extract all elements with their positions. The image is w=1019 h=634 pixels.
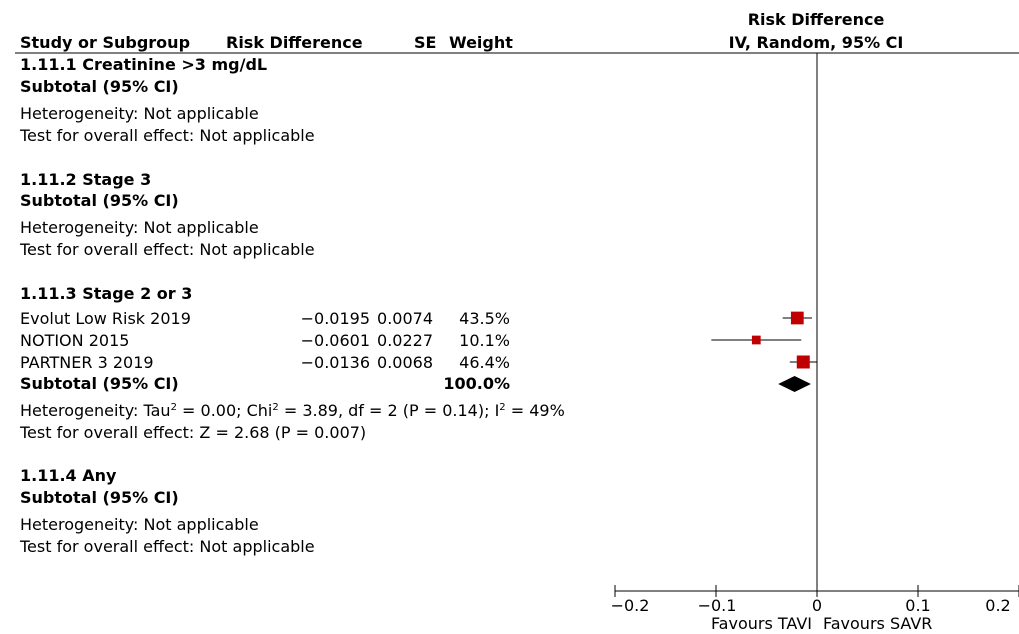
- col-header-study: Study or Subgroup: [20, 33, 191, 52]
- tick-label: −0.2: [610, 596, 650, 615]
- col-header-risk-difference: Risk Difference: [226, 33, 363, 52]
- subtotal-weight: 100.0%: [443, 374, 510, 393]
- tick-label: 0: [811, 596, 823, 615]
- heterogeneity-text: Heterogeneity: Not applicable: [20, 104, 259, 123]
- subtotal-label: Subtotal (95% CI): [20, 374, 179, 393]
- overall-effect-text: Test for overall effect: Not applicable: [20, 240, 315, 259]
- study-se: 0.0068: [377, 353, 433, 372]
- subtotal-label: Subtotal (95% CI): [20, 77, 179, 96]
- group-title: 1.11.3 Stage 2 or 3: [20, 284, 193, 303]
- heterogeneity-text: Heterogeneity: Not applicable: [20, 515, 259, 534]
- study-name: NOTION 2015: [20, 331, 130, 350]
- study-rd: −0.0136: [300, 353, 370, 372]
- group-title: 1.11.4 Any: [20, 466, 117, 485]
- study-rd: −0.0601: [300, 331, 370, 350]
- heterogeneity-text: Heterogeneity: Tau2 = 0.00; Chi2 = 3.89,…: [20, 401, 565, 420]
- plot-title-line1: Risk Difference: [747, 10, 885, 29]
- favours-left-label: Favours TAVI: [710, 614, 812, 633]
- study-rd: −0.0195: [300, 309, 370, 328]
- overall-effect-text: Test for overall effect: Not applicable: [20, 537, 315, 556]
- study-marker: [751, 335, 761, 345]
- study-se: 0.0227: [377, 331, 433, 350]
- subtotal-diamond: [778, 376, 811, 392]
- tick-label: −0.1: [697, 596, 737, 615]
- study-weight: 43.5%: [459, 309, 510, 328]
- heterogeneity-text: Heterogeneity: Not applicable: [20, 218, 259, 237]
- study-marker: [796, 355, 810, 369]
- overall-effect-text: Test for overall effect: Not applicable: [20, 126, 315, 145]
- col-header-se: SE: [414, 33, 437, 52]
- study-name: Evolut Low Risk 2019: [20, 309, 191, 328]
- subtotal-label: Subtotal (95% CI): [20, 488, 179, 507]
- study-weight: 10.1%: [459, 331, 510, 350]
- tick-label: 0.1: [905, 596, 931, 615]
- overall-effect-text: Test for overall effect: Z = 2.68 (P = 0…: [20, 423, 367, 442]
- study-marker: [790, 311, 804, 325]
- subtotal-label: Subtotal (95% CI): [20, 191, 179, 210]
- study-se: 0.0074: [377, 309, 433, 328]
- study-name: PARTNER 3 2019: [20, 353, 154, 372]
- group-title: 1.11.2 Stage 3: [20, 170, 152, 189]
- favours-right-label: Favours SAVR: [823, 614, 933, 633]
- col-header-weight: Weight: [449, 33, 513, 52]
- tick-label: 0.2: [985, 596, 1011, 615]
- study-weight: 46.4%: [459, 353, 510, 372]
- group-title: 1.11.1 Creatinine >3 mg/dL: [20, 55, 268, 74]
- plot-title-line2: IV, Random, 95% CI: [728, 33, 904, 52]
